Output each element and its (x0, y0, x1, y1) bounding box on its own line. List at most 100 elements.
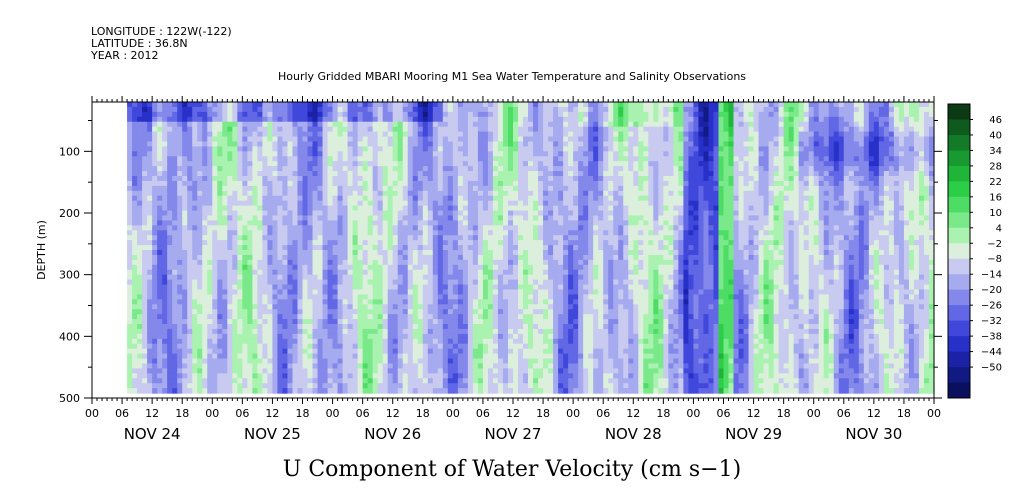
heatmap-cell (182, 368, 188, 374)
heatmap-cell (427, 200, 434, 207)
heatmap-cell (457, 146, 464, 152)
heatmap-cell (432, 166, 439, 172)
heatmap-cell (342, 180, 349, 187)
heatmap-cell (267, 106, 274, 113)
heatmap-cell (417, 141, 424, 147)
heatmap-cell (523, 388, 529, 394)
heatmap-cell (287, 269, 294, 276)
heatmap-cell (262, 378, 269, 384)
heatmap-cell (237, 136, 243, 143)
heatmap-cell (217, 180, 223, 187)
heatmap-cell (317, 279, 324, 286)
heatmap-cell (297, 274, 304, 281)
heatmap-cell (357, 106, 364, 113)
heatmap-cell (347, 324, 354, 330)
heatmap-cell (452, 121, 459, 128)
heatmap-cell (492, 210, 499, 217)
heatmap-cell (447, 254, 454, 261)
heatmap-cell (182, 111, 188, 118)
heatmap-cell (292, 289, 299, 295)
heatmap-cell (372, 333, 379, 340)
heatmap-cell (523, 269, 529, 276)
heatmap-cell (402, 309, 409, 315)
heatmap-cell (262, 166, 269, 172)
heatmap-cell (247, 304, 253, 310)
heatmap-cell (492, 102, 499, 108)
heatmap-cell (132, 333, 138, 340)
heatmap-cell (513, 190, 519, 197)
heatmap-cell (202, 304, 208, 310)
heatmap-cell (242, 328, 248, 335)
heatmap-cell (142, 279, 148, 286)
heatmap-cell (513, 373, 519, 379)
heatmap-cell (327, 146, 334, 152)
heatmap-cell (357, 348, 364, 355)
heatmap-cell (147, 225, 153, 231)
heatmap-cell (292, 324, 299, 330)
heatmap-cell (543, 225, 549, 231)
heatmap-cell (297, 111, 304, 118)
heatmap-cell (307, 141, 314, 147)
heatmap-cell (538, 156, 544, 162)
heatmap-cell (518, 240, 524, 246)
heatmap-cell (367, 195, 374, 202)
heatmap-cell (513, 240, 519, 246)
heatmap-cell (162, 314, 168, 320)
heatmap-cell (307, 146, 314, 152)
heatmap-cell (257, 309, 263, 315)
heatmap-cell (177, 254, 183, 261)
heatmap-cell (477, 116, 484, 123)
heatmap-cell (297, 205, 304, 212)
heatmap-cell (533, 156, 539, 162)
heatmap-cell (292, 102, 299, 108)
heatmap-cell (397, 353, 404, 360)
heatmap-cell (518, 304, 524, 310)
heatmap-cell (492, 166, 499, 172)
heatmap-cell (372, 205, 379, 212)
heatmap-cell (247, 176, 253, 182)
heatmap-cell (227, 141, 233, 147)
heatmap-cell (462, 102, 469, 108)
heatmap-cell (543, 131, 549, 138)
heatmap-cell (377, 205, 384, 212)
heatmap-cell (482, 289, 489, 295)
heatmap-cell (257, 363, 263, 369)
heatmap-cell (497, 250, 504, 256)
heatmap-cell (192, 102, 198, 108)
heatmap-cell (507, 225, 514, 231)
heatmap-cell (237, 299, 243, 305)
heatmap-cell (172, 309, 178, 315)
heatmap-cell (377, 210, 384, 217)
heatmap-cell (267, 269, 274, 276)
heatmap-cell (397, 156, 404, 162)
heatmap-cell (337, 240, 344, 246)
heatmap-cell (187, 299, 193, 305)
heatmap-cell (387, 309, 394, 315)
heatmap-cell (382, 348, 389, 355)
heatmap-cell (322, 309, 329, 315)
heatmap-cell (477, 314, 484, 320)
heatmap-cell (197, 185, 203, 192)
heatmap-cell (402, 106, 409, 113)
heatmap-cell (548, 151, 554, 157)
heatmap-cell (377, 245, 384, 251)
heatmap-cell (387, 373, 394, 379)
heatmap-cell (257, 259, 263, 266)
heatmap-cell (312, 185, 319, 192)
heatmap-cell (412, 333, 419, 340)
heatmap-cell (427, 259, 434, 266)
heatmap-cell (192, 245, 198, 251)
heatmap-cell (507, 314, 514, 320)
heatmap-cell (137, 131, 143, 138)
heatmap-cell (347, 299, 354, 305)
heatmap-cell (267, 230, 274, 236)
heatmap-cell (242, 324, 248, 330)
heatmap-cell (217, 333, 223, 340)
heatmap-cell (387, 348, 394, 355)
heatmap-cell (548, 215, 554, 221)
heatmap-cell (207, 324, 213, 330)
heatmap-cell (382, 368, 389, 374)
heatmap-cell (327, 151, 334, 157)
heatmap-cell (197, 166, 203, 172)
heatmap-cell (477, 220, 484, 226)
